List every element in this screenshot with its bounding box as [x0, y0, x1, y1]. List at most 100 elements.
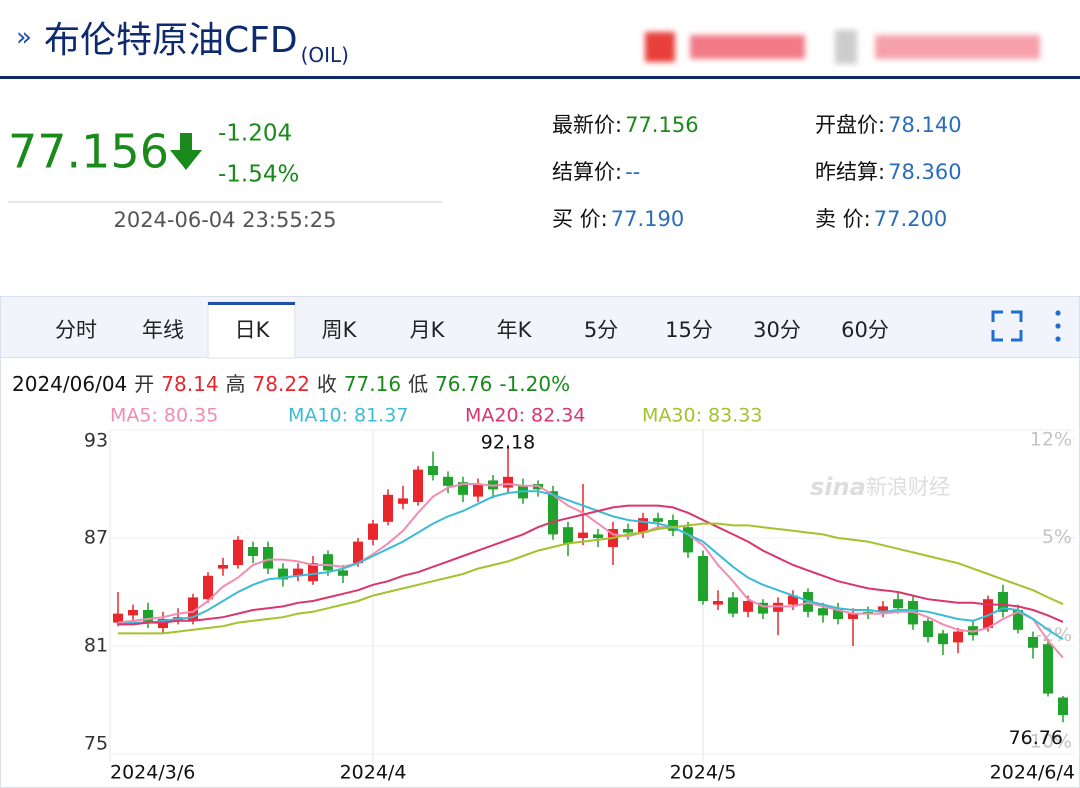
price-change-pct: -1.54%	[218, 162, 299, 188]
candle-body	[263, 547, 273, 569]
candle-body	[983, 599, 993, 628]
legend-entry: MA20: 82.34	[465, 405, 585, 427]
candle-body	[833, 608, 843, 619]
quote-field: 卖 价: 77.200	[815, 207, 947, 231]
candle-body	[998, 592, 1008, 612]
field-label: 最新价:	[552, 113, 622, 137]
candle-body	[1043, 644, 1053, 694]
candle-body	[893, 599, 903, 609]
tab[interactable]: 5分	[584, 318, 618, 342]
max-label: 92.18	[481, 431, 535, 453]
quote-field: 开盘价: 78.140	[815, 113, 962, 137]
candle-body	[563, 527, 573, 544]
legend-entry: MA30: 83.33	[642, 405, 762, 427]
y2-tick-label: -10%	[1023, 731, 1072, 753]
y-tick-label: 93	[84, 430, 108, 452]
candle-body	[758, 602, 768, 614]
tab[interactable]: 年K	[497, 318, 533, 342]
active-tab-marker	[208, 302, 295, 305]
y2-tick-label: 12%	[1030, 428, 1072, 450]
candle-body	[293, 568, 303, 576]
x-tick-label: 2024/4	[340, 762, 407, 784]
candle-body	[653, 518, 663, 522]
tab[interactable]: 周K	[322, 318, 358, 342]
candle-body	[233, 539, 243, 565]
candle-body	[248, 547, 258, 556]
candle-body	[1058, 697, 1068, 716]
chart-panel	[0, 296, 1080, 788]
code: (OIL)	[301, 43, 349, 67]
tab[interactable]: 日K	[235, 318, 271, 342]
candle-body	[353, 541, 363, 564]
quote-time: 2024-06-04 23:55:25	[113, 208, 336, 232]
x-tick-label: 2024/5	[670, 762, 737, 784]
ohlc-info: 2024/06/04 开 78.14 高 78.22 收 77.16 低 76.76 -1.20%	[12, 372, 570, 396]
candle-body	[413, 469, 423, 502]
info-label: 开	[134, 372, 154, 396]
watermark-logo: sina	[810, 473, 866, 501]
info-label: 低	[408, 372, 428, 396]
y2-tick-label: -2%	[1035, 624, 1072, 646]
candle-body	[698, 556, 708, 601]
legend-entry: MA10: 81.37	[288, 405, 408, 427]
candle-body	[668, 520, 678, 531]
quote-field: 结算价: --	[552, 160, 640, 184]
candle-body	[623, 529, 633, 533]
candle-body	[473, 484, 483, 497]
tab-bar	[1, 297, 1079, 357]
page-title: 布伦特原油CFD (OIL)	[44, 20, 349, 67]
ma-line	[117, 490, 1064, 641]
x-tick-label: 2024/3/6	[110, 762, 195, 784]
tab[interactable]: 年线	[142, 318, 184, 342]
tab[interactable]: 60分	[841, 318, 889, 342]
candle-body	[728, 597, 738, 614]
candle-body	[188, 597, 198, 621]
blurred-logos	[645, 30, 1040, 64]
candle-body	[578, 532, 588, 538]
candle-body	[308, 563, 318, 582]
candle-body	[848, 613, 858, 619]
watermark-text: 新浪财经	[866, 475, 950, 499]
y-tick-label: 81	[84, 635, 108, 657]
last-price: 77.156	[8, 125, 169, 179]
tab[interactable]: 分时	[55, 318, 97, 342]
candle-body	[713, 601, 723, 605]
candle-body	[143, 610, 153, 623]
candle-body	[503, 476, 513, 488]
candle-body	[278, 568, 288, 580]
candle-body	[953, 631, 963, 643]
candle-body	[638, 518, 648, 533]
field-value: 78.140	[888, 113, 961, 137]
tab[interactable]: 月K	[410, 318, 446, 342]
candle-body	[938, 633, 948, 645]
active-tab	[207, 301, 296, 359]
tab[interactable]: 15分	[665, 318, 713, 342]
info-change: -1.20%	[499, 372, 570, 396]
candle-body	[218, 565, 228, 569]
candle-body	[203, 575, 213, 600]
candle-body	[878, 606, 888, 612]
quote-field: 昨结算: 78.360	[815, 160, 962, 184]
candle-body	[113, 613, 123, 623]
ma-line	[118, 504, 1064, 626]
info-value: 76.76	[435, 372, 492, 396]
field-value: 77.190	[611, 207, 684, 231]
candle-body	[593, 534, 603, 538]
info-date: 2024/06/04	[12, 372, 127, 396]
field-value: 78.360	[888, 160, 961, 184]
candle-body	[1013, 610, 1023, 630]
ma-line	[117, 482, 1064, 659]
field-label: 买 价:	[552, 207, 608, 231]
candle-body	[383, 494, 393, 522]
title-icon: »	[16, 23, 32, 53]
tab[interactable]: 30分	[753, 318, 801, 342]
more-button[interactable]	[1055, 310, 1061, 342]
candle-body	[458, 482, 468, 495]
ma-line	[118, 522, 1064, 635]
field-label: 结算价:	[552, 160, 622, 184]
fullscreen-button[interactable]	[991, 310, 1023, 342]
info-value: 77.16	[344, 372, 401, 396]
candle-body	[923, 620, 933, 637]
